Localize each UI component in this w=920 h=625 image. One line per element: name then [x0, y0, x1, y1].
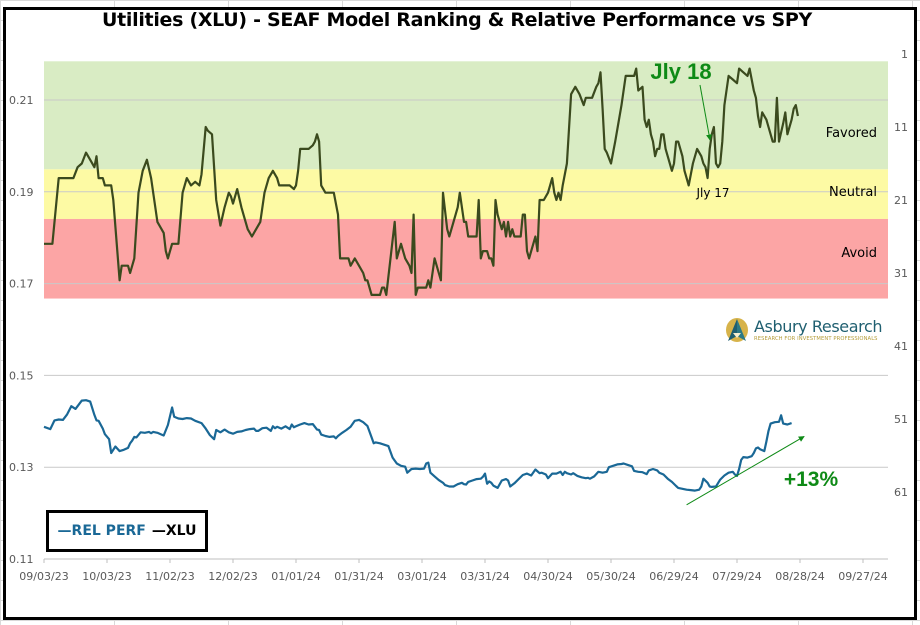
left-axis-tick-label: 0.11: [9, 553, 34, 566]
x-axis-tick-label: 10/03/23: [82, 570, 131, 583]
annotation-plus-13-percent: +13%: [784, 468, 839, 491]
annotation-jly-17: Jly 17: [695, 186, 729, 200]
x-axis-tick-label: 03/31/24: [460, 570, 509, 583]
band-favored: [44, 61, 888, 170]
x-axis-tick-label: 05/30/24: [586, 570, 635, 583]
x-axis-tick-label: 01/31/24: [334, 570, 383, 583]
x-axis-tick-label: 04/30/24: [523, 570, 572, 583]
band-label-neutral: Neutral: [829, 185, 877, 200]
right-axis-tick-label: 61: [894, 486, 908, 499]
x-axis-tick-label: 08/28/24: [775, 570, 824, 583]
legend-entry-xlu: —XLU: [151, 523, 197, 539]
band-label-favored: Favored: [826, 126, 877, 141]
left-axis-tick-label: 0.13: [9, 461, 34, 474]
right-axis-tick-label: 31: [894, 267, 908, 280]
left-axis-tick-label: 0.21: [9, 94, 34, 107]
right-axis-tick-label: 51: [894, 413, 908, 426]
right-axis-tick-label: 1: [901, 48, 908, 61]
x-axis-tick-label: 06/29/24: [649, 570, 698, 583]
chart-legend: —REL PERF —XLU: [46, 510, 208, 552]
x-axis-tick-label: 09/03/23: [19, 570, 68, 583]
right-axis-tick-label: 11: [894, 121, 908, 134]
band-neutral: [44, 169, 888, 219]
annotation-trend-arrow: [686, 436, 805, 506]
logo-name: Asbury Research: [754, 317, 883, 336]
series-line-xlu-seaf-rank: [44, 67, 799, 296]
left-axis-tick-label: 0.19: [9, 186, 34, 199]
chart-title: Utilities (XLU) - SEAF Model Ranking & R…: [101, 9, 813, 31]
annotation-jly-18-arrow: [699, 84, 712, 141]
logo-tagline: RESEARCH FOR INVESTMENT PROFESSIONALS: [754, 336, 878, 342]
x-axis-tick-label: 11/02/23: [145, 570, 194, 583]
left-axis-tick-label: 0.15: [9, 369, 34, 382]
x-axis-tick-label: 07/29/24: [712, 570, 761, 583]
x-axis-tick-label: 09/27/24: [838, 570, 887, 583]
annotation-jly-18: Jly 18: [650, 59, 711, 84]
band-label-avoid: Avoid: [841, 246, 877, 261]
band-avoid: [44, 218, 888, 299]
x-axis-tick-label: 03/01/24: [397, 570, 446, 583]
legend-entry-rel-perf: —REL PERF: [57, 523, 146, 539]
right-axis-tick-label: 21: [894, 194, 908, 207]
x-axis-tick-label: 12/02/23: [208, 570, 257, 583]
asbury-research-logo: Asbury Research RESEARCH FOR INVESTMENT …: [724, 316, 884, 346]
x-axis-tick-label: 01/01/24: [271, 570, 320, 583]
series-line-rel-perf: [43, 399, 792, 492]
left-axis-tick-label: 0.17: [9, 278, 34, 291]
right-axis-tick-label: 41: [894, 340, 908, 353]
asbury-logo-icon: [726, 318, 748, 342]
